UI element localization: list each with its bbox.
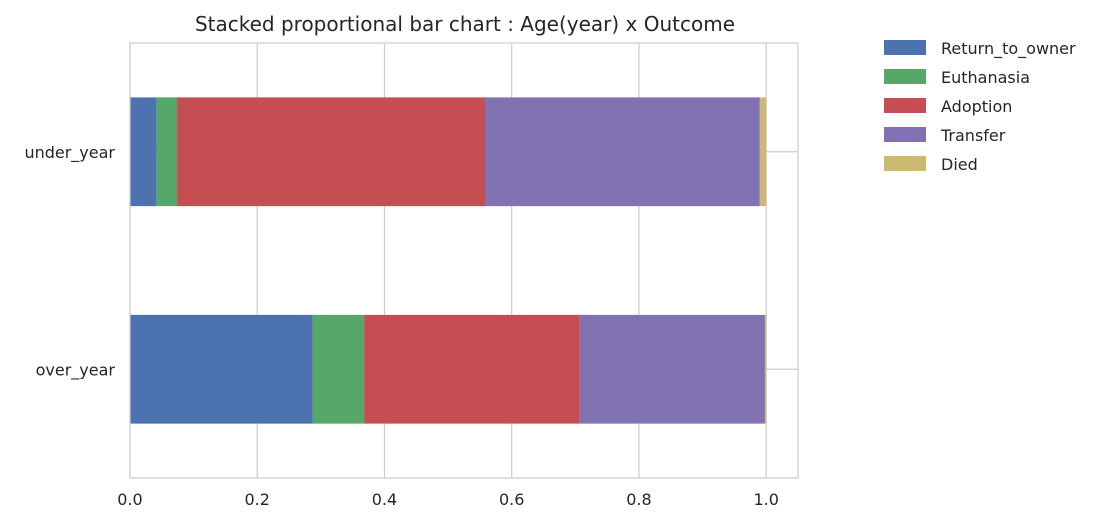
bar-segment-died — [764, 314, 767, 424]
x-tick-label: 0.8 — [626, 490, 651, 509]
legend-swatch — [884, 156, 926, 171]
x-tick-label: 0.0 — [117, 490, 142, 509]
bar-segment-adoption — [364, 314, 580, 424]
bar-segment-transfer — [484, 97, 760, 207]
bar-segment-return-to-owner — [130, 314, 313, 424]
category-label: under_year — [24, 143, 115, 163]
category-labels: under_year over_year — [24, 143, 115, 381]
legend-label: Adoption — [941, 97, 1012, 116]
bar-segment-adoption — [177, 97, 485, 207]
legend-swatch — [884, 127, 926, 142]
x-tick-label: 0.6 — [499, 490, 524, 509]
category-label: over_year — [36, 360, 116, 380]
bar-segment-return-to-owner — [130, 97, 157, 207]
legend: Return_to_owner Euthanasia Adoption Transfe… — [884, 39, 1076, 174]
bar-segment-died — [759, 97, 767, 207]
legend-swatch — [884, 40, 926, 55]
x-tick-label: 0.4 — [372, 490, 397, 509]
bar-segment-transfer — [579, 314, 765, 424]
plot-frame — [129, 42, 799, 479]
legend-swatch — [884, 98, 926, 113]
x-tick-labels: 0.0 0.2 0.4 0.6 0.8 1.0 — [117, 490, 779, 509]
legend-swatch — [884, 69, 926, 84]
legend-label: Euthanasia — [941, 68, 1030, 87]
bars — [130, 97, 767, 424]
legend-label: Return_to_owner — [941, 39, 1076, 59]
legend-label: Transfer — [940, 126, 1006, 145]
bar-segment-euthanasia — [156, 97, 178, 207]
x-tick-label: 0.2 — [245, 490, 270, 509]
chart-title: Stacked proportional bar chart : Age(yea… — [195, 12, 735, 36]
legend-label: Died — [941, 155, 978, 174]
bar-segment-euthanasia — [312, 314, 365, 424]
x-tick-label: 1.0 — [753, 490, 778, 509]
